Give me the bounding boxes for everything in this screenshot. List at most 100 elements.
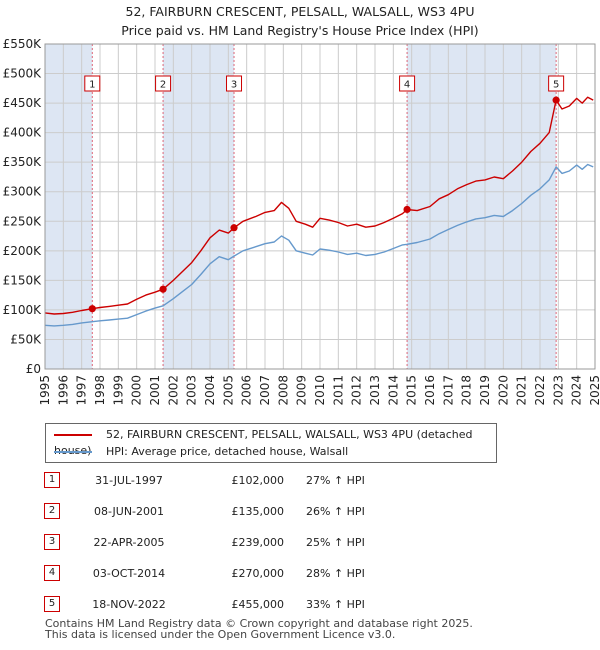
legend: 52, FAIRBURN CRESCENT, PELSALL, WALSALL,…	[45, 423, 497, 463]
legend-item-hpi: HPI: Average price, detached house, Wals…	[54, 444, 348, 460]
sale-point	[159, 285, 167, 293]
y-tick-label: £100K	[3, 303, 43, 317]
x-tick-label: 2008	[276, 375, 290, 406]
sale-price: £270,000	[231, 567, 285, 580]
y-tick-label: £0	[26, 362, 41, 376]
sale-label-box	[226, 75, 243, 92]
y-tick-label: £250K	[3, 214, 43, 228]
sale-label: 2	[160, 80, 166, 91]
footer: Contains HM Land Registry data © Crown c…	[45, 618, 473, 640]
sale-price: £239,000	[231, 536, 285, 549]
y-tick-label: £400K	[3, 126, 43, 140]
x-tick-label: 2004	[203, 375, 217, 406]
x-tick-label: 2025	[588, 375, 600, 406]
plot-border	[44, 43, 596, 370]
title-line-2: Price paid vs. HM Land Registry's House …	[121, 23, 479, 38]
x-tick-label: 2002	[166, 375, 180, 406]
shaded-region	[45, 44, 93, 369]
title-line-1: 52, FAIRBURN CRESCENT, PELSALL, WALSALL,…	[125, 4, 475, 19]
sale-point	[230, 224, 238, 232]
y-tick-label: £550K	[3, 37, 43, 51]
table-row: 3 22-APR-2005 £239,000 25% ↑ HPI	[44, 534, 464, 552]
x-tick-label: 2019	[478, 375, 492, 406]
sale-label-box	[548, 75, 565, 92]
sale-point	[403, 205, 411, 214]
footer-line-1: Contains HM Land Registry data © Crown c…	[45, 617, 473, 630]
x-tick-label: 1998	[93, 375, 107, 406]
x-tick-label: 2006	[240, 375, 254, 406]
x-tick-label: 2011	[331, 375, 345, 406]
x-tick-label: 2017	[441, 375, 455, 406]
sale-price: £102,000	[231, 474, 285, 487]
x-tick-label: 2021	[515, 375, 529, 406]
legend-label-property: 52, FAIRBURN CRESCENT, PELSALL, WALSALL,…	[54, 428, 473, 457]
sale-price: £455,000	[231, 598, 285, 611]
sale-date: 03-OCT-2014	[92, 567, 166, 580]
x-tick-label: 1999	[111, 375, 125, 406]
y-tick-label: £200K	[3, 244, 43, 258]
x-tick-label: 2005	[221, 375, 235, 406]
table-row: 1 31-JUL-1997 £102,000 27% ↑ HPI	[44, 472, 464, 490]
sale-number: 1	[44, 472, 60, 488]
sale-hpi-diff: 25% ↑ HPI	[306, 536, 365, 549]
x-tick-label: 1995	[38, 375, 52, 406]
x-tick-label: 2018	[460, 375, 474, 406]
sale-label: 5	[553, 80, 559, 91]
chart-title: 52, FAIRBURN CRESCENT, PELSALL, WALSALL,…	[0, 2, 600, 40]
table-row: 4 03-OCT-2014 £270,000 28% ↑ HPI	[44, 565, 464, 583]
shaded-region	[163, 44, 235, 369]
y-tick-label: £50K	[10, 332, 42, 346]
x-tick-label: 2013	[368, 375, 382, 406]
table-row: 2 08-JUN-2001 £135,000 26% ↑ HPI	[44, 503, 464, 521]
x-tick-label: 2003	[185, 375, 199, 406]
x-tick-label: 1997	[75, 375, 89, 406]
x-tick-label: 2001	[148, 375, 162, 406]
sale-label-box	[399, 75, 416, 92]
x-tick-label: 2015	[405, 375, 419, 406]
sale-hpi-diff: 33% ↑ HPI	[306, 598, 365, 611]
x-tick-label: 1996	[56, 375, 70, 406]
sale-date: 31-JUL-1997	[95, 474, 163, 487]
sale-label: 1	[89, 80, 95, 91]
x-tick-label: 2014	[386, 375, 400, 406]
sale-date: 18-NOV-2022	[92, 598, 166, 611]
sale-date: 08-JUN-2001	[93, 505, 165, 518]
sale-point	[552, 96, 560, 104]
sale-hpi-diff: 26% ↑ HPI	[306, 505, 365, 518]
legend-swatch-hpi	[54, 451, 92, 453]
sale-label: 3	[231, 80, 237, 91]
series-line-hpi	[44, 163, 594, 327]
sale-number: 2	[44, 503, 60, 519]
y-tick-label: £150K	[3, 273, 43, 287]
x-tick-label: 2010	[313, 375, 327, 406]
y-tick-label: £500K	[3, 67, 43, 81]
sale-number: 3	[44, 534, 60, 550]
series-line-property	[44, 96, 594, 315]
sale-label: 4	[404, 80, 410, 91]
x-tick-label: 2020	[496, 375, 510, 406]
y-tick-label: £350K	[3, 155, 43, 169]
legend-label-hpi: HPI: Average price, detached house, Wals…	[106, 445, 349, 458]
sale-point	[88, 305, 96, 313]
sale-label-box	[155, 75, 172, 92]
footer-line-2: This data is licensed under the Open Gov…	[45, 628, 396, 641]
shaded-region	[407, 44, 557, 369]
x-tick-label: 2016	[423, 375, 437, 406]
legend-item-property: 52, FAIRBURN CRESCENT, PELSALL, WALSALL,…	[54, 427, 496, 457]
sale-number: 4	[44, 565, 60, 581]
price-chart: 1 2 3 4 5 £0 £50K £100K £150K £200K £250K £300K £350…	[3, 37, 600, 406]
table-row: 5 18-NOV-2022 £455,000 33% ↑ HPI	[44, 596, 464, 614]
y-tick-label: £300K	[3, 185, 43, 199]
x-tick-label: 2024	[570, 375, 584, 406]
x-tick-label: 2000	[130, 375, 144, 406]
sale-number: 5	[44, 596, 60, 612]
sale-hpi-diff: 28% ↑ HPI	[306, 567, 365, 580]
sale-label-box	[84, 75, 101, 92]
x-tick-label: 2012	[350, 375, 364, 406]
legend-swatch-property	[54, 434, 92, 436]
x-tick-label: 2009	[295, 375, 309, 406]
x-tick-label: 2007	[258, 375, 272, 406]
x-tick-label: 2023	[551, 375, 565, 406]
x-tick-label: 2022	[533, 375, 547, 406]
y-tick-label: £450K	[3, 96, 43, 110]
